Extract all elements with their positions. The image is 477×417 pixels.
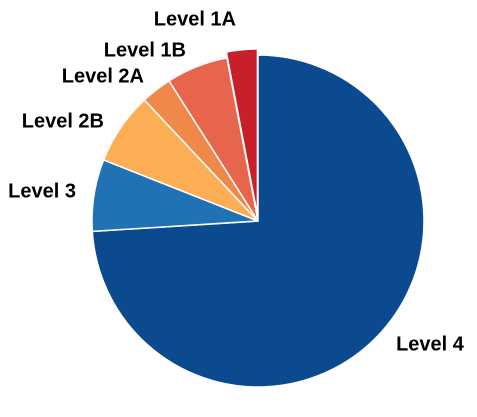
slice-label: Level 1A [154, 8, 236, 30]
slice-label: Level 2B [22, 110, 104, 132]
slice-label: Level 3 [8, 180, 76, 202]
slice-label: Level 1B [104, 39, 186, 61]
slice-label: Level 2A [62, 65, 144, 87]
pie-slice [225, 48, 259, 216]
slice-label: Level 4 [396, 333, 465, 355]
